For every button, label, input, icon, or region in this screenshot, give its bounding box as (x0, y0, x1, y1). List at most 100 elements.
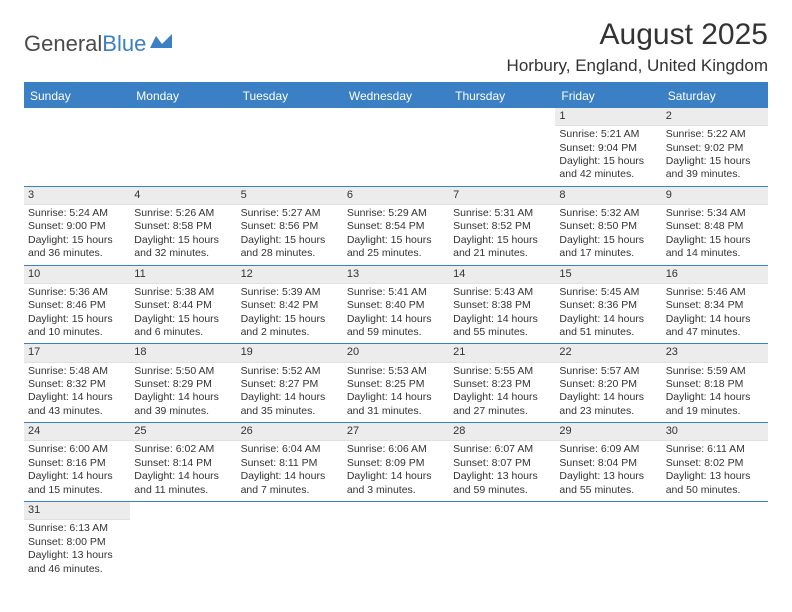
day-header-friday: Friday (555, 84, 661, 108)
day-line: Sunrise: 6:06 AM (347, 443, 445, 456)
day-line: Sunrise: 6:07 AM (453, 443, 551, 456)
day-content: Sunrise: 5:46 AMSunset: 8:34 PMDaylight:… (662, 284, 768, 344)
day-number: 28 (449, 423, 555, 441)
day-content: Sunrise: 5:38 AMSunset: 8:44 PMDaylight:… (130, 284, 236, 344)
day-line: Daylight: 15 hours and 17 minutes. (559, 234, 657, 261)
day-cell: 25Sunrise: 6:02 AMSunset: 8:14 PMDayligh… (130, 423, 236, 501)
day-content: Sunrise: 6:04 AMSunset: 8:11 PMDaylight:… (237, 441, 343, 501)
day-line: Sunrise: 5:53 AM (347, 365, 445, 378)
page-header: GeneralBlue August 2025 Horbury, England… (24, 18, 768, 76)
day-line: Sunset: 8:07 PM (453, 457, 551, 470)
day-cell: 12Sunrise: 5:39 AMSunset: 8:42 PMDayligh… (237, 266, 343, 344)
day-line: Daylight: 13 hours and 50 minutes. (666, 470, 764, 497)
day-line: Daylight: 15 hours and 6 minutes. (134, 313, 232, 340)
day-number: 17 (24, 344, 130, 362)
day-cell (343, 502, 449, 580)
day-cell: 6Sunrise: 5:29 AMSunset: 8:54 PMDaylight… (343, 187, 449, 265)
day-line: Sunset: 8:16 PM (28, 457, 126, 470)
week-row: 31Sunrise: 6:13 AMSunset: 8:00 PMDayligh… (24, 502, 768, 580)
day-line: Sunset: 8:09 PM (347, 457, 445, 470)
day-line: Sunrise: 6:13 AM (28, 522, 126, 535)
day-line: Sunset: 8:29 PM (134, 378, 232, 391)
day-line: Sunrise: 6:02 AM (134, 443, 232, 456)
flag-icon (150, 30, 172, 56)
day-line: Daylight: 14 hours and 3 minutes. (347, 470, 445, 497)
day-content: Sunrise: 5:39 AMSunset: 8:42 PMDaylight:… (237, 284, 343, 344)
day-line: Sunrise: 5:36 AM (28, 286, 126, 299)
day-number (343, 108, 449, 124)
day-number: 6 (343, 187, 449, 205)
day-line: Sunset: 9:02 PM (666, 142, 764, 155)
day-number: 25 (130, 423, 236, 441)
day-line: Daylight: 14 hours and 51 minutes. (559, 313, 657, 340)
week-row: 3Sunrise: 5:24 AMSunset: 9:00 PMDaylight… (24, 187, 768, 266)
day-line: Sunset: 8:44 PM (134, 299, 232, 312)
day-content: Sunrise: 6:02 AMSunset: 8:14 PMDaylight:… (130, 441, 236, 501)
day-line: Daylight: 13 hours and 55 minutes. (559, 470, 657, 497)
day-cell (343, 108, 449, 186)
day-cell: 29Sunrise: 6:09 AMSunset: 8:04 PMDayligh… (555, 423, 661, 501)
day-content: Sunrise: 6:09 AMSunset: 8:04 PMDaylight:… (555, 441, 661, 501)
day-line: Sunset: 8:04 PM (559, 457, 657, 470)
day-cell: 19Sunrise: 5:52 AMSunset: 8:27 PMDayligh… (237, 344, 343, 422)
day-line: Daylight: 15 hours and 14 minutes. (666, 234, 764, 261)
day-cell: 30Sunrise: 6:11 AMSunset: 8:02 PMDayligh… (662, 423, 768, 501)
day-content: Sunrise: 6:13 AMSunset: 8:00 PMDaylight:… (24, 520, 130, 580)
day-cell: 28Sunrise: 6:07 AMSunset: 8:07 PMDayligh… (449, 423, 555, 501)
day-line: Sunset: 8:40 PM (347, 299, 445, 312)
day-line: Sunrise: 5:55 AM (453, 365, 551, 378)
day-line: Daylight: 14 hours and 35 minutes. (241, 391, 339, 418)
day-line: Sunset: 8:38 PM (453, 299, 551, 312)
day-line: Daylight: 14 hours and 7 minutes. (241, 470, 339, 497)
week-row: 17Sunrise: 5:48 AMSunset: 8:32 PMDayligh… (24, 344, 768, 423)
day-cell: 11Sunrise: 5:38 AMSunset: 8:44 PMDayligh… (130, 266, 236, 344)
day-cell: 9Sunrise: 5:34 AMSunset: 8:48 PMDaylight… (662, 187, 768, 265)
day-cell (237, 502, 343, 580)
day-line: Daylight: 15 hours and 21 minutes. (453, 234, 551, 261)
day-number: 29 (555, 423, 661, 441)
day-line: Daylight: 14 hours and 15 minutes. (28, 470, 126, 497)
day-number (662, 502, 768, 518)
day-line: Sunset: 8:18 PM (666, 378, 764, 391)
day-line: Sunrise: 5:22 AM (666, 128, 764, 141)
day-line: Sunset: 8:02 PM (666, 457, 764, 470)
day-cell (449, 108, 555, 186)
day-content: Sunrise: 6:00 AMSunset: 8:16 PMDaylight:… (24, 441, 130, 501)
logo-text-general: General (24, 31, 102, 57)
day-cell (130, 108, 236, 186)
day-content: Sunrise: 5:26 AMSunset: 8:58 PMDaylight:… (130, 205, 236, 265)
day-number: 30 (662, 423, 768, 441)
day-line: Daylight: 14 hours and 59 minutes. (347, 313, 445, 340)
day-number: 18 (130, 344, 236, 362)
day-number: 19 (237, 344, 343, 362)
day-header-sunday: Sunday (24, 84, 130, 108)
day-line: Daylight: 14 hours and 19 minutes. (666, 391, 764, 418)
day-header-row: Sunday Monday Tuesday Wednesday Thursday… (24, 84, 768, 108)
day-line: Sunrise: 5:41 AM (347, 286, 445, 299)
day-line: Daylight: 14 hours and 39 minutes. (134, 391, 232, 418)
day-number: 5 (237, 187, 343, 205)
day-cell: 26Sunrise: 6:04 AMSunset: 8:11 PMDayligh… (237, 423, 343, 501)
day-line: Daylight: 15 hours and 36 minutes. (28, 234, 126, 261)
day-line: Daylight: 14 hours and 55 minutes. (453, 313, 551, 340)
day-line: Sunset: 8:42 PM (241, 299, 339, 312)
day-line: Sunrise: 5:21 AM (559, 128, 657, 141)
day-number: 13 (343, 266, 449, 284)
day-cell: 8Sunrise: 5:32 AMSunset: 8:50 PMDaylight… (555, 187, 661, 265)
day-line: Sunrise: 6:00 AM (28, 443, 126, 456)
day-line: Sunset: 8:00 PM (28, 536, 126, 549)
logo: GeneralBlue (24, 18, 172, 58)
day-content: Sunrise: 5:57 AMSunset: 8:20 PMDaylight:… (555, 363, 661, 423)
day-content: Sunrise: 6:11 AMSunset: 8:02 PMDaylight:… (662, 441, 768, 501)
day-line: Sunrise: 5:27 AM (241, 207, 339, 220)
day-line: Sunrise: 5:48 AM (28, 365, 126, 378)
week-row: 24Sunrise: 6:00 AMSunset: 8:16 PMDayligh… (24, 423, 768, 502)
day-line: Daylight: 15 hours and 25 minutes. (347, 234, 445, 261)
day-cell: 27Sunrise: 6:06 AMSunset: 8:09 PMDayligh… (343, 423, 449, 501)
day-line: Sunrise: 6:04 AM (241, 443, 339, 456)
day-cell (555, 502, 661, 580)
week-row: 1Sunrise: 5:21 AMSunset: 9:04 PMDaylight… (24, 108, 768, 187)
day-cell: 18Sunrise: 5:50 AMSunset: 8:29 PMDayligh… (130, 344, 236, 422)
day-line: Daylight: 15 hours and 32 minutes. (134, 234, 232, 261)
day-line: Daylight: 14 hours and 11 minutes. (134, 470, 232, 497)
